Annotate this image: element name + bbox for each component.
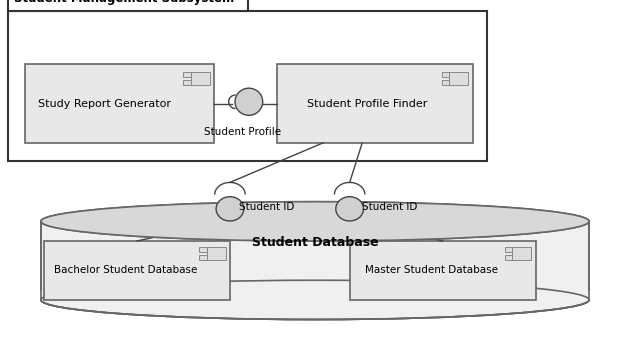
Bar bbox=[350, 241, 536, 300]
Bar bbox=[505, 247, 512, 252]
Bar bbox=[207, 247, 226, 260]
Bar bbox=[512, 247, 531, 260]
Ellipse shape bbox=[41, 202, 589, 241]
Text: Student ID: Student ID bbox=[239, 202, 295, 212]
Bar bbox=[44, 241, 230, 300]
Ellipse shape bbox=[235, 88, 263, 115]
Text: Study Report Generator: Study Report Generator bbox=[38, 99, 171, 109]
Text: Bachelor Student Database: Bachelor Student Database bbox=[54, 265, 198, 276]
Bar bbox=[183, 80, 191, 85]
Bar bbox=[199, 255, 207, 260]
Bar bbox=[449, 72, 468, 85]
Text: Student Profile: Student Profile bbox=[204, 127, 281, 137]
Bar bbox=[8, 11, 487, 161]
Bar bbox=[191, 72, 210, 85]
Bar bbox=[41, 221, 589, 300]
Text: Student Database: Student Database bbox=[252, 236, 378, 249]
Ellipse shape bbox=[336, 197, 364, 221]
Ellipse shape bbox=[41, 280, 589, 320]
Bar bbox=[199, 247, 207, 252]
Text: Student Management Subsystem: Student Management Subsystem bbox=[14, 0, 234, 5]
Bar bbox=[442, 80, 449, 85]
Bar bbox=[41, 221, 589, 300]
Bar bbox=[442, 72, 449, 77]
Ellipse shape bbox=[216, 197, 244, 221]
Bar bbox=[277, 64, 472, 143]
Bar bbox=[183, 72, 191, 77]
Text: Student Profile Finder: Student Profile Finder bbox=[307, 99, 427, 109]
Ellipse shape bbox=[41, 202, 589, 241]
Text: Student ID: Student ID bbox=[362, 202, 418, 212]
Bar bbox=[505, 255, 512, 260]
Bar bbox=[8, 0, 248, 11]
Text: Master Student Database: Master Student Database bbox=[365, 265, 498, 276]
Bar bbox=[25, 64, 214, 143]
